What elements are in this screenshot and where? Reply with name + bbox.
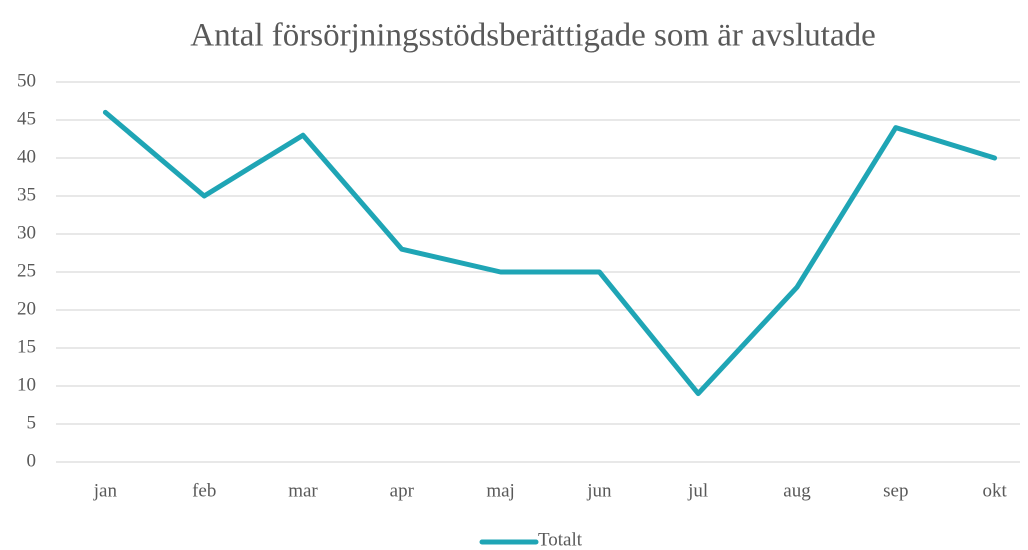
y-tick-label: 45 [17,108,36,129]
x-tick-label: feb [192,480,216,501]
y-tick-label: 5 [27,412,37,433]
y-tick-label: 25 [17,260,36,281]
x-tick-label: jan [93,480,118,501]
y-tick-label: 10 [17,374,36,395]
x-tick-label: apr [390,480,415,501]
x-tick-label: jul [687,480,708,501]
y-tick-label: 20 [17,298,36,319]
legend-label: Totalt [538,529,583,550]
chart-title: Antal försörjningsstödsberättigade som ä… [190,18,876,54]
y-tick-label: 40 [17,146,36,167]
data-line [102,109,998,397]
y-tick-label: 0 [27,450,37,471]
x-tick-label: jun [586,480,612,501]
y-tick-label: 35 [17,184,36,205]
x-tick-label: mar [288,480,318,501]
y-tick-label: 30 [17,222,36,243]
x-tick-label: maj [486,480,515,501]
x-tick-label: sep [883,480,908,501]
y-tick-label: 15 [17,336,36,357]
x-tick-label: aug [783,480,811,501]
y-tick-label: 50 [17,70,36,91]
x-tick-label: okt [982,480,1007,501]
